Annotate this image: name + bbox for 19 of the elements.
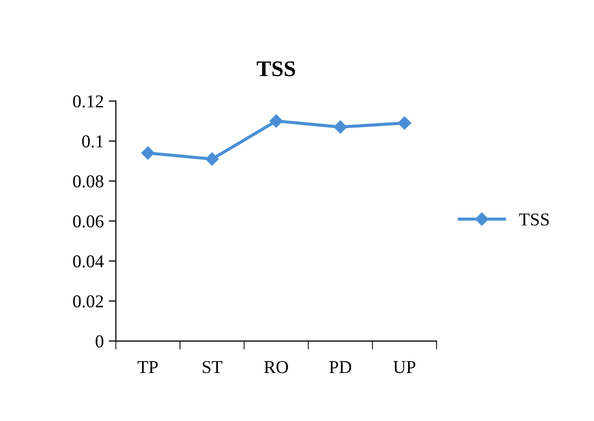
x-tick-label: UP bbox=[393, 361, 416, 374]
y-tick-label: 0.04 bbox=[73, 255, 104, 268]
y-tick-label: 0.1 bbox=[82, 135, 103, 148]
legend-label: TSS bbox=[519, 213, 549, 226]
y-tick-label: 0.12 bbox=[73, 95, 104, 108]
x-tick-label: ST bbox=[202, 361, 222, 374]
point bbox=[141, 146, 154, 160]
x-tick-label: PD bbox=[329, 361, 352, 374]
y-tick-label: 0.02 bbox=[73, 295, 104, 308]
x-tick-label: TP bbox=[138, 361, 158, 373]
chart-title: TSS bbox=[256, 61, 296, 76]
point bbox=[334, 120, 347, 134]
y-tick-label: 0 bbox=[96, 335, 104, 348]
point bbox=[205, 152, 219, 166]
y-tick-label: 0.06 bbox=[73, 215, 104, 228]
point bbox=[270, 114, 283, 128]
y-tick-label: 0.08 bbox=[73, 175, 104, 188]
point bbox=[398, 116, 412, 130]
x-tick-label: RO bbox=[264, 361, 288, 374]
